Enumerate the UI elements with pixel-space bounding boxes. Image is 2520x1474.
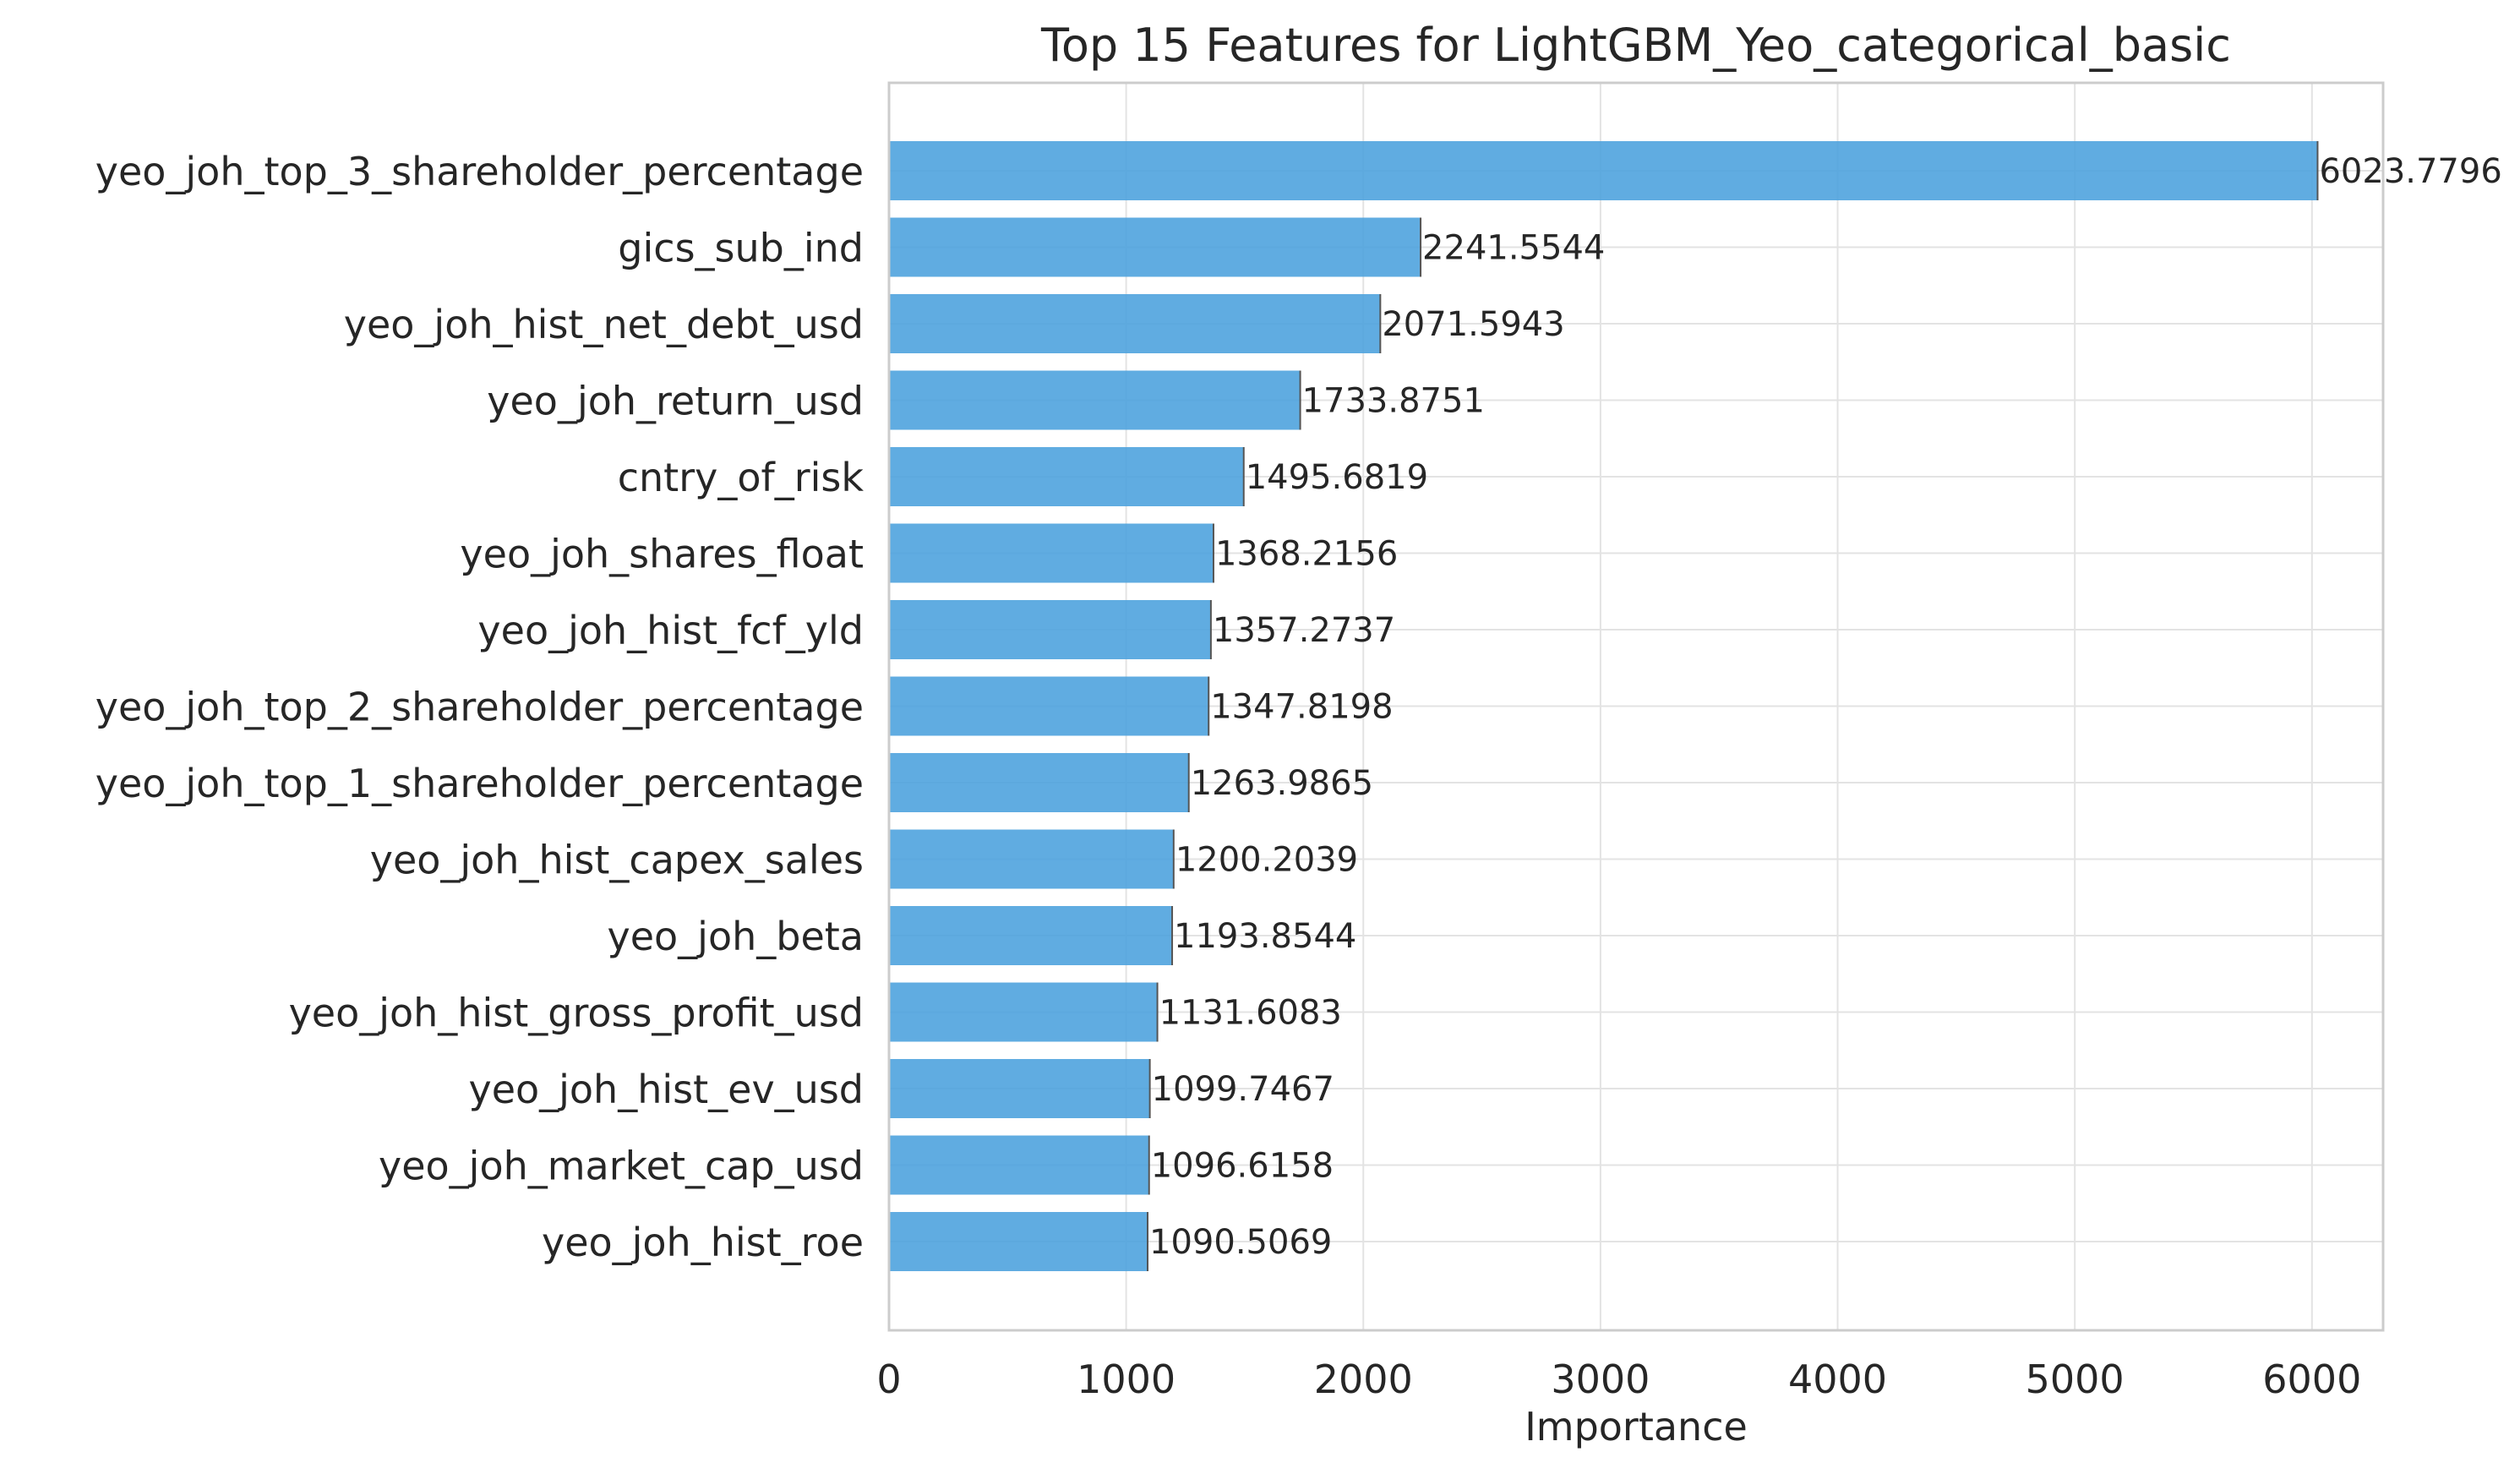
x-tick-label: 0 <box>876 1357 901 1402</box>
y-tick-label: gics_sub_ind <box>618 226 864 271</box>
bar <box>889 1059 1150 1118</box>
bar <box>889 906 1173 965</box>
label-layer: 0 1000 2000 3000 4000 5000 6000 yeo_joh_top_3_s… <box>95 149 2502 1402</box>
bar-value-label: 2241.5544 <box>1422 229 1605 268</box>
bar-value-label: 1347.8198 <box>1210 688 1393 727</box>
bar <box>889 829 1174 889</box>
bar-value-label: 1090.5069 <box>1149 1223 1332 1262</box>
bar <box>889 600 1211 659</box>
y-tick-label: yeo_joh_hist_net_debt_usd <box>344 302 864 347</box>
bar-value-label: 1368.2156 <box>1215 535 1398 574</box>
plot-frame <box>887 81 2385 1332</box>
y-tick-label: yeo_joh_return_usd <box>487 379 864 424</box>
chart-title: Top 15 Features for LightGBM_Yeo_categor… <box>1040 19 2231 72</box>
y-tick-label: yeo_joh_shares_float <box>460 532 864 577</box>
bar-value-label: 1733.8751 <box>1302 382 1485 421</box>
bar-value-label: 1263.9865 <box>1191 764 1373 803</box>
bar-value-label: 2071.5943 <box>1382 305 1564 344</box>
bar-value-label: 1099.7467 <box>1152 1070 1334 1109</box>
bar-value-label: 1495.6819 <box>1246 458 1428 497</box>
bar-value-label: 1131.6083 <box>1159 994 1342 1033</box>
bar <box>889 676 1209 736</box>
bar <box>889 141 2318 200</box>
bar <box>889 294 1381 353</box>
y-tick-label: cntry_of_risk <box>618 455 865 500</box>
bar <box>889 523 1214 583</box>
x-tick-label: 3000 <box>1551 1357 1650 1402</box>
bar <box>889 753 1189 812</box>
x-tick-label: 5000 <box>2026 1357 2125 1402</box>
y-tick-label: yeo_joh_hist_ev_usd <box>468 1067 864 1112</box>
bar <box>889 370 1301 430</box>
x-tick-label: 4000 <box>1788 1357 1887 1402</box>
y-tick-label: yeo_joh_hist_gross_profit_usd <box>289 991 864 1036</box>
bar-value-label: 1357.2737 <box>1213 611 1395 650</box>
x-tick-label: 2000 <box>1314 1357 1413 1402</box>
y-tick-label: yeo_joh_hist_fcf_yld <box>477 608 864 653</box>
y-tick-label: yeo_joh_hist_capex_sales <box>370 838 864 883</box>
y-tick-label: yeo_joh_market_cap_usd <box>379 1144 864 1189</box>
x-tick-label: 1000 <box>1077 1357 1175 1402</box>
bar <box>889 447 1244 506</box>
bar <box>889 982 1158 1042</box>
bar-value-label: 6023.7796 <box>2319 152 2501 191</box>
y-tick-label: yeo_joh_top_3_shareholder_percentage <box>95 149 864 194</box>
bar-value-label: 1200.2039 <box>1175 841 1358 880</box>
x-tick-label: 6000 <box>2262 1357 2361 1402</box>
x-axis-label: Importance <box>1525 1404 1748 1449</box>
y-tick-label: yeo_joh_beta <box>608 914 864 959</box>
bar-value-label: 1193.8544 <box>1174 917 1356 956</box>
bar <box>889 1212 1148 1271</box>
y-tick-label: yeo_joh_top_2_shareholder_percentage <box>95 685 864 730</box>
y-tick-label: yeo_joh_hist_roe <box>542 1220 864 1265</box>
bar-value-label: 1096.6158 <box>1151 1147 1334 1186</box>
bar <box>889 1135 1149 1195</box>
bar-layer <box>889 141 2319 1271</box>
bar <box>889 217 1421 277</box>
y-tick-label: yeo_joh_top_1_shareholder_percentage <box>95 761 864 806</box>
